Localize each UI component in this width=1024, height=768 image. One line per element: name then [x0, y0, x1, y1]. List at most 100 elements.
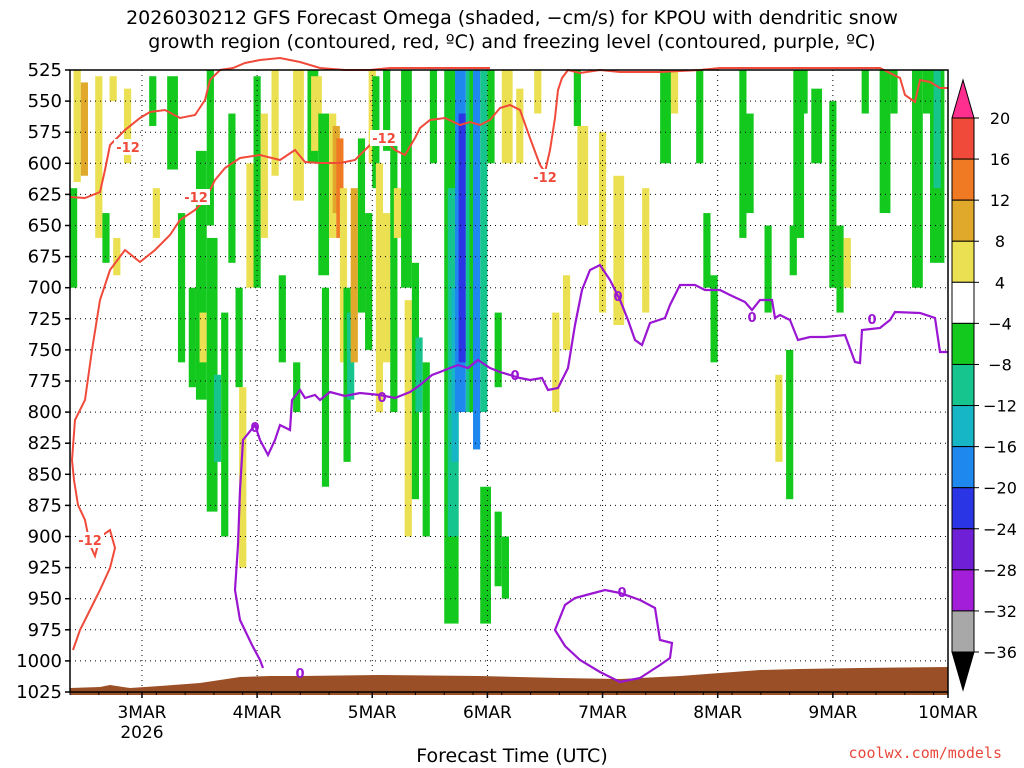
omega-cell-71 [534, 70, 542, 114]
omega-cell-31 [318, 113, 330, 276]
omega-cell-7 [123, 88, 132, 164]
omega-cell-9 [152, 188, 160, 238]
colorbar-label: 20 [990, 109, 1010, 128]
omega-cell-54 [429, 70, 438, 164]
omega-cell-26 [278, 275, 286, 363]
omega-cell-49 [401, 70, 412, 288]
chart-title-line1: 2026030212 GFS Forecast Omega (shaded, −… [126, 7, 898, 29]
omega-cell-98 [890, 70, 898, 114]
colorbar-swatch [951, 158, 975, 201]
omega-cell-1 [80, 82, 88, 176]
omega-cell-30 [311, 76, 322, 151]
colorbar-label: −32 [983, 602, 1017, 621]
omega-cell-36 [339, 188, 348, 363]
omega-cell-77 [613, 175, 625, 326]
omega-cell-3 [70, 188, 78, 288]
omega-cell-89 [789, 225, 797, 276]
dgz-contour-upper [69, 56, 490, 200]
omega-cell-95 [843, 237, 851, 288]
omega-cell-19 [228, 113, 236, 263]
chart-title: 2026030212 GFS Forecast Omega (shaded, −… [0, 6, 1024, 54]
omega-cell-27 [293, 70, 304, 201]
omega-cell-4 [102, 213, 110, 263]
y-tick-label: 650 [28, 216, 62, 237]
colorbar-swatch [951, 240, 975, 283]
y-tick-label: 575 [28, 122, 62, 143]
colorbar-top-arrow [951, 78, 975, 119]
omega-cell-65 [480, 486, 492, 624]
omega-cell-16 [206, 237, 218, 512]
freezing-contour-main [233, 263, 948, 669]
colorbar-swatch [951, 487, 975, 530]
x-tick-label: 6MAR [463, 703, 512, 723]
omega-cell-91 [800, 70, 808, 114]
colorbar-swatch [951, 446, 975, 489]
y-tick-label: 775 [28, 371, 62, 392]
y-tick-label: 800 [28, 402, 62, 423]
omega-cell-59 [458, 113, 466, 363]
colorbar-label: −4 [988, 314, 1012, 333]
freezing-label: 0 [295, 667, 304, 682]
omega-cell-23 [253, 76, 261, 288]
y-tick-label: 825 [28, 433, 62, 454]
omega-cell-13 [195, 150, 207, 400]
omega-cell-18 [221, 312, 229, 537]
freezing-label: 0 [613, 290, 622, 305]
colorbar-label: 12 [990, 191, 1010, 210]
omega-cell-40 [357, 138, 366, 313]
omega-cell-0 [73, 70, 81, 182]
omega-cell-76 [598, 132, 607, 313]
omega-cell-52 [415, 337, 423, 413]
omega-cell-15 [206, 70, 214, 226]
x-axis-title: Forecast Time (UTC) [416, 745, 608, 767]
y-tick-label: 550 [28, 91, 62, 112]
colorbar-label: 16 [990, 150, 1010, 169]
omega-cell-53 [422, 362, 430, 537]
omega-cell-12 [188, 287, 196, 388]
omega-cell-90 [793, 70, 805, 238]
colorbar-swatch [951, 610, 975, 653]
dgz-label: -12 [372, 132, 396, 147]
omega-cell-75 [577, 125, 589, 226]
freezing-label: 0 [250, 421, 259, 436]
omega-cell-63 [480, 70, 488, 413]
omega-cell-21 [239, 387, 247, 568]
site-credit[interactable]: coolwx.com/models [848, 744, 1002, 762]
omega-cell-79 [660, 70, 671, 164]
y-tick-label: 900 [28, 527, 62, 548]
y-tick-label: 975 [28, 620, 62, 641]
omega-cell-84 [739, 70, 747, 238]
colorbar-swatch [951, 199, 975, 242]
colorbar-label: 4 [995, 273, 1005, 292]
omega-cell-92 [811, 88, 823, 164]
colorbar-swatch [951, 117, 975, 160]
colorbar-label: −28 [983, 561, 1017, 580]
omega-cell-64 [487, 70, 495, 164]
omega-cell-93 [829, 101, 837, 288]
omega-cell-50 [404, 300, 412, 537]
colorbar-swatch [951, 322, 975, 365]
colorbar-label: −12 [983, 397, 1017, 416]
omega-cell-81 [696, 70, 704, 164]
y-tick-label: 675 [28, 247, 62, 268]
freezing-label: 0 [867, 313, 876, 328]
omega-cell-78 [642, 188, 650, 313]
freezing-label: 0 [747, 311, 756, 326]
omega-cell-41 [365, 213, 373, 350]
omega-cell-47 [390, 138, 398, 413]
colorbar-label: −8 [988, 355, 1012, 374]
omega-cell-100 [922, 70, 934, 114]
omega-cell-46 [379, 213, 391, 363]
omega-cell-48 [393, 188, 402, 238]
y-tick-label: 875 [28, 495, 62, 516]
freezing-contour-loop [553, 588, 674, 684]
omega-cell-97 [879, 70, 891, 214]
omega-cell-82 [703, 213, 711, 288]
omega-cell-74 [573, 70, 581, 126]
colorbar-swatch [951, 569, 975, 612]
freezing-label: 0 [510, 369, 519, 384]
contour-labels: -12 -12 -12 -12 -12 0 0 0 0 0 0 0 0 [76, 130, 877, 682]
dgz-label-bg [370, 130, 398, 146]
x-tick-label: 3MAR [117, 703, 166, 723]
